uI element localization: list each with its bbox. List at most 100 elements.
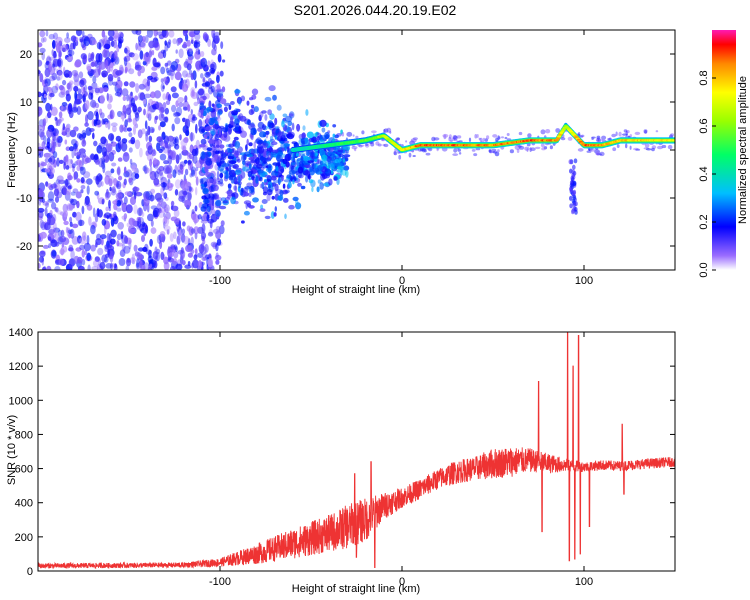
spectrogram-cell xyxy=(82,93,87,103)
spectrogram-cell xyxy=(185,130,190,137)
spectrogram-cell xyxy=(170,200,175,207)
spectrogram-cell xyxy=(47,198,55,203)
spectrogram-cell xyxy=(202,95,207,101)
spectrogram-cell xyxy=(268,85,276,92)
spectrogram-cell xyxy=(250,159,256,163)
spectrogram-cell xyxy=(123,126,128,133)
spectrogram-cell xyxy=(65,178,69,187)
spectrogram-cell xyxy=(68,80,74,85)
spectrogram-cell xyxy=(191,148,198,156)
spectrogram-cell xyxy=(279,165,285,174)
spectrogram-cell xyxy=(98,157,104,168)
spectrogram-cell xyxy=(53,142,61,148)
spectrogram-cell xyxy=(215,259,220,265)
spectrogram-cell xyxy=(454,139,458,142)
spectrogram-cell xyxy=(197,214,202,220)
spectrogram-cell xyxy=(167,145,171,154)
spectrogram-cell xyxy=(202,213,208,222)
spectrogram-cell xyxy=(148,259,154,265)
spectrogram-cell xyxy=(623,129,628,133)
spectrogram-cell xyxy=(101,160,106,169)
spectrogram-cell xyxy=(188,186,192,192)
spectrogram-cell xyxy=(152,251,159,260)
spectrogram-cell xyxy=(158,125,161,131)
spectrogram-cell xyxy=(39,30,46,38)
spectrogram-cell xyxy=(108,36,114,41)
spectrogram-cell xyxy=(255,176,259,184)
spectrogram-cell xyxy=(393,151,398,156)
spectrogram-y-tick-label: 0 xyxy=(26,145,32,157)
spectrogram-cell xyxy=(126,94,130,102)
spectrogram-cell xyxy=(137,207,143,217)
spectrogram-cell xyxy=(125,169,133,178)
spectrogram-cell xyxy=(201,109,204,116)
spectrogram-cell xyxy=(52,52,57,59)
spectrogram-cell xyxy=(248,205,255,209)
spectrogram-cell xyxy=(248,177,252,181)
spectrogram-cell xyxy=(102,49,108,58)
spectrogram-cell xyxy=(296,123,301,132)
spectrogram-cell xyxy=(152,57,157,67)
spectrogram-cell xyxy=(274,117,278,126)
spectrogram-cell xyxy=(145,190,153,201)
spectrogram-cell xyxy=(148,135,153,142)
spectrogram-cell xyxy=(105,206,109,212)
spectrogram-cell xyxy=(102,87,109,93)
spectrogram-cell xyxy=(117,76,121,82)
spectrogram-cell xyxy=(177,38,182,45)
spectrogram-cell xyxy=(114,33,120,38)
spectrogram-cell xyxy=(184,95,188,103)
spectrogram-cell xyxy=(187,49,190,57)
spectrogram-cell xyxy=(54,266,61,270)
spectrogram-cell xyxy=(190,249,195,254)
spectrogram-cell xyxy=(128,68,135,75)
spectrogram-cell xyxy=(69,221,73,227)
spectrogram-cell xyxy=(217,110,223,116)
spectrogram-cell xyxy=(290,156,295,162)
spectrogram-cell xyxy=(151,49,155,56)
spectrogram-cell xyxy=(248,163,252,170)
spectrogram-cell xyxy=(179,164,184,171)
spectrogram-cell xyxy=(98,39,104,47)
spectrogram-cell xyxy=(70,198,78,206)
spectrogram-cell xyxy=(133,204,138,215)
spectrogram-cell xyxy=(313,133,318,138)
spectrogram-cell xyxy=(83,152,86,158)
spectrogram-cell xyxy=(217,53,222,63)
spectrogram-cell xyxy=(125,107,132,115)
spectrogram-cell xyxy=(149,158,153,167)
spectrogram-cell xyxy=(73,143,78,150)
spectrogram-cell xyxy=(121,215,127,220)
spectrogram-cell xyxy=(215,199,222,207)
spectrogram-cell xyxy=(68,232,72,239)
colorbar-tick-label: 0.6 xyxy=(698,118,710,133)
spectrogram-cell xyxy=(248,142,253,147)
spectrogram-cell xyxy=(135,262,140,270)
spectrogram-cell xyxy=(259,131,266,138)
spectrogram-cell xyxy=(51,85,59,94)
spectrogram-cell xyxy=(170,73,174,81)
spectrogram-cell xyxy=(208,117,215,126)
spectrogram-cell xyxy=(61,102,68,107)
spectrogram-cell xyxy=(165,100,171,106)
spectrogram-cell xyxy=(57,138,62,148)
spectrogram-cell xyxy=(124,191,131,196)
spectrogram-cell xyxy=(266,188,273,196)
spectrogram-cell xyxy=(190,36,194,44)
spectrogram-cell xyxy=(38,212,42,219)
spectrogram-cell xyxy=(189,145,193,153)
spectrogram-cell xyxy=(501,136,504,139)
spectrogram-cell xyxy=(68,244,74,251)
spectrogram-cell xyxy=(59,106,67,112)
spectrogram-cell xyxy=(80,177,85,184)
spectrogram-cell xyxy=(63,246,68,253)
spectrogram-cell xyxy=(205,172,212,178)
spectrogram-cell xyxy=(44,168,51,173)
spectrogram-cell xyxy=(42,36,47,43)
spectrogram-cell xyxy=(243,191,249,197)
spectrogram-cell xyxy=(200,151,206,160)
spectrogram-cell xyxy=(220,41,224,49)
spectrogram-cell xyxy=(473,153,478,157)
spectrogram-cell xyxy=(137,92,144,101)
spectrogram-cell xyxy=(167,155,173,165)
